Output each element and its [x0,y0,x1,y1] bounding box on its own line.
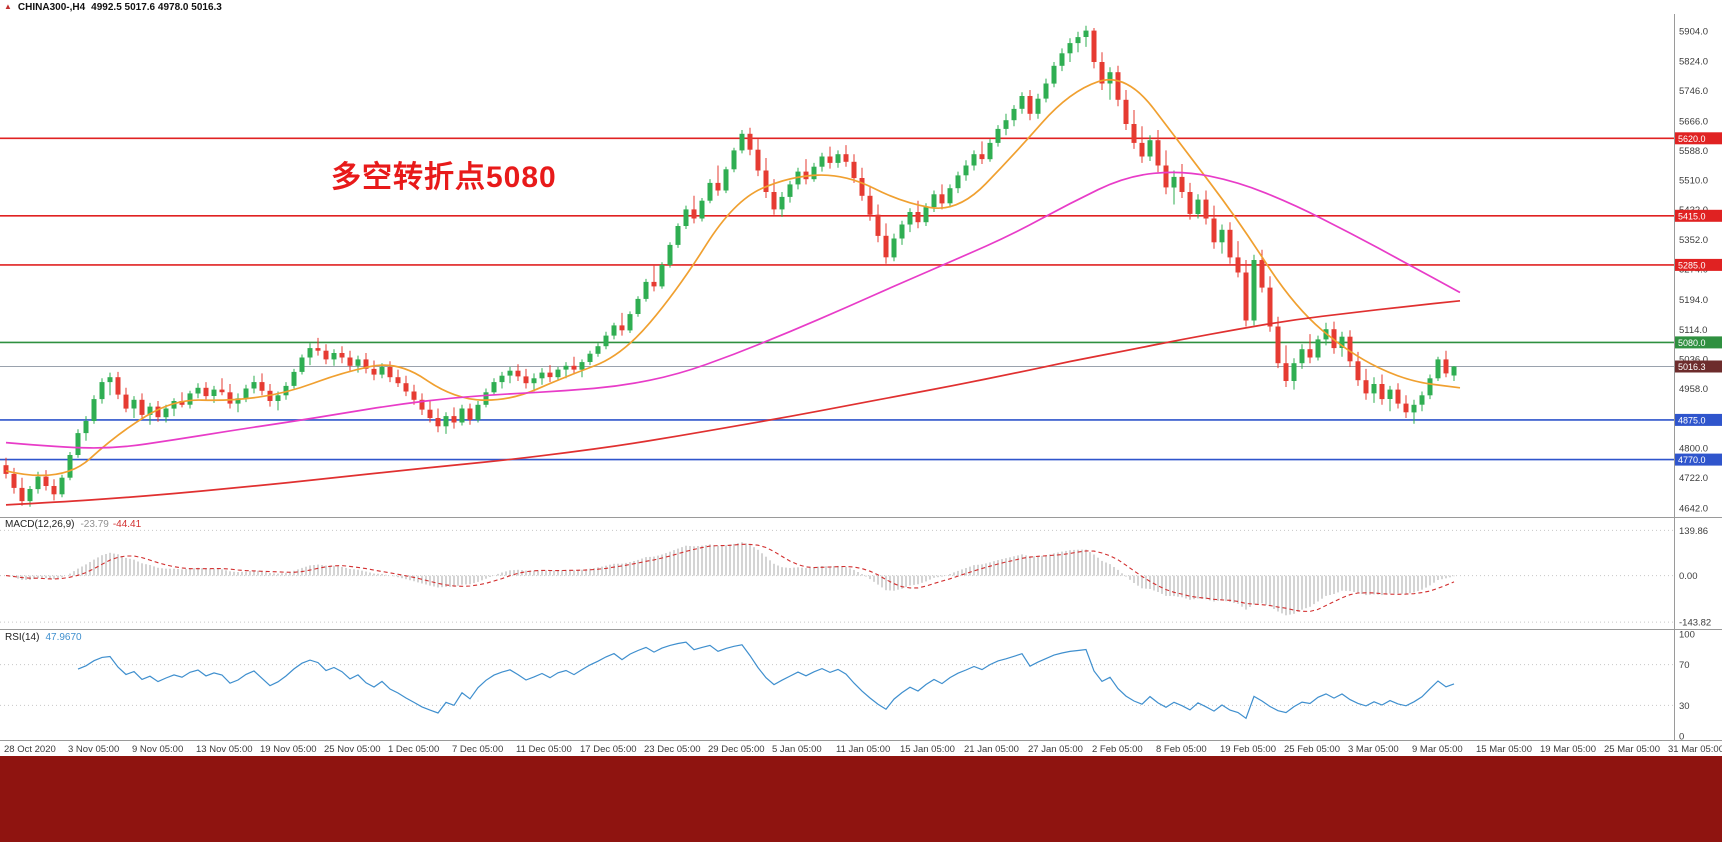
level-price-tag-5620.0: 5620.0 [1675,132,1722,145]
price-axis-label: 4642.0 [1679,503,1708,514]
price-axis-label: 5746.0 [1679,86,1708,97]
rsi-indicator-header: RSI(14) 47.9670 [5,632,82,643]
macd-signal-line [5,543,1455,612]
macd-name: MACD(12,26,9) [5,519,75,530]
macd-axis-label: 0.00 [1679,571,1698,582]
time-axis-label: 25 Nov 05:00 [324,744,381,755]
price-axis-label: 5114.0 [1679,325,1707,336]
level-price-tag-4875.0: 4875.0 [1675,413,1722,426]
candlestick-chart-icon: ▲ [4,2,12,11]
price-axis-label: 5510.0 [1679,175,1708,186]
time-axis-label: 25 Feb 05:00 [1284,744,1340,755]
price-axis-label: 4722.0 [1679,473,1708,484]
macd-main-value: -23.79 [80,519,109,530]
time-axis-label: 15 Jan 05:00 [900,744,955,755]
ma-medium-line [5,171,1461,449]
price-axis-label: 4800.0 [1679,444,1708,455]
svg-text:4770.0: 4770.0 [1678,455,1706,465]
time-axis-label: 19 Mar 05:00 [1540,744,1596,755]
price-axis-label: 5352.0 [1679,235,1708,246]
ma-fast-line [5,78,1461,477]
bottom-banner [0,756,1722,842]
time-axis-label: 21 Jan 05:00 [964,744,1019,755]
price-axis-label: 5036.0 [1679,355,1708,366]
rsi-axis-label: 0 [1679,731,1684,742]
chart-header-bar: ▲ CHINA300-,H4 4992.5 5017.6 4978.0 5016… [0,0,1722,14]
macd-signal-value: -44.41 [112,519,142,530]
time-axis-label: 19 Nov 05:00 [260,744,317,755]
macd-axis-label: -143.82 [1679,618,1711,629]
svg-text:5080.0: 5080.0 [1678,338,1706,348]
ohlc-readout: 4992.5 5017.6 4978.0 5016.3 [91,1,222,13]
time-axis-label: 5 Jan 05:00 [772,744,822,755]
time-axis-label: 3 Nov 05:00 [68,744,119,755]
bid-price-tag: 5016.3 [1675,360,1722,373]
time-axis-label: 3 Mar 05:00 [1348,744,1399,755]
svg-text:5285.0: 5285.0 [1678,260,1706,270]
svg-text:5620.0: 5620.0 [1678,134,1706,144]
time-axis-label: 11 Jan 05:00 [836,744,890,755]
svg-text:5016.3: 5016.3 [1678,362,1706,372]
chart-canvas[interactable]: 5904.05824.05746.05666.05588.05510.05432… [0,0,1722,756]
chart-background [0,0,1722,756]
candles-layer [3,25,1457,507]
time-axis-label: 15 Mar 05:00 [1476,744,1532,755]
time-axis-label: 17 Dec 05:00 [580,744,637,755]
symbol-timeframe-label: CHINA300-,H4 [17,1,86,13]
time-axis-label: 23 Dec 05:00 [644,744,701,755]
time-axis-label: 13 Nov 05:00 [196,744,253,755]
chart-annotation[interactable]: 多空转折点5080 [331,161,557,194]
rsi-name: RSI(14) [5,632,40,643]
level-price-tag-5415.0: 5415.0 [1675,209,1722,222]
rsi-line [77,641,1455,720]
time-axis-label: 2 Feb 05:00 [1092,744,1143,755]
time-axis-label: 29 Dec 05:00 [708,744,765,755]
time-axis-label: 8 Feb 05:00 [1156,744,1207,755]
level-price-tag-5080.0: 5080.0 [1675,336,1722,349]
time-axis-label: 19 Feb 05:00 [1220,744,1276,755]
time-axis-label: 9 Nov 05:00 [132,744,183,755]
time-axis-label: 7 Dec 05:00 [452,744,503,755]
rsi-axis-label: 30 [1679,701,1690,712]
time-axis-label: 31 Mar 05:00 [1668,744,1722,755]
price-axis-label: 5666.0 [1679,116,1708,127]
svg-text:5415.0: 5415.0 [1678,211,1706,221]
time-axis-label: 25 Mar 05:00 [1604,744,1660,755]
ma-slow-line [5,299,1461,506]
macd-axis-label: 139.86 [1679,526,1708,537]
rsi-axis-label: 100 [1679,630,1695,641]
price-axis-label: 5904.0 [1679,27,1708,38]
time-axis-label: 27 Jan 05:00 [1028,744,1083,755]
level-price-tag-5285.0: 5285.0 [1675,258,1722,271]
price-axis-label: 4958.0 [1679,384,1708,395]
time-axis-label: 9 Mar 05:00 [1412,744,1463,755]
time-axis-label: 28 Oct 2020 [4,744,56,755]
macd-indicator-header: MACD(12,26,9) -23.79 -44.41 [5,519,141,530]
time-axis-label: 1 Dec 05:00 [388,744,439,755]
price-axis-label: 5194.0 [1679,295,1708,306]
price-axis-label: 5824.0 [1679,57,1708,68]
rsi-value: 47.9670 [45,632,82,643]
rsi-axis-label: 70 [1679,660,1690,671]
svg-text:4875.0: 4875.0 [1678,415,1706,425]
time-axis-label: 11 Dec 05:00 [516,744,572,755]
price-axis-label: 5588.0 [1679,146,1708,157]
level-price-tag-4770.0: 4770.0 [1675,453,1722,466]
